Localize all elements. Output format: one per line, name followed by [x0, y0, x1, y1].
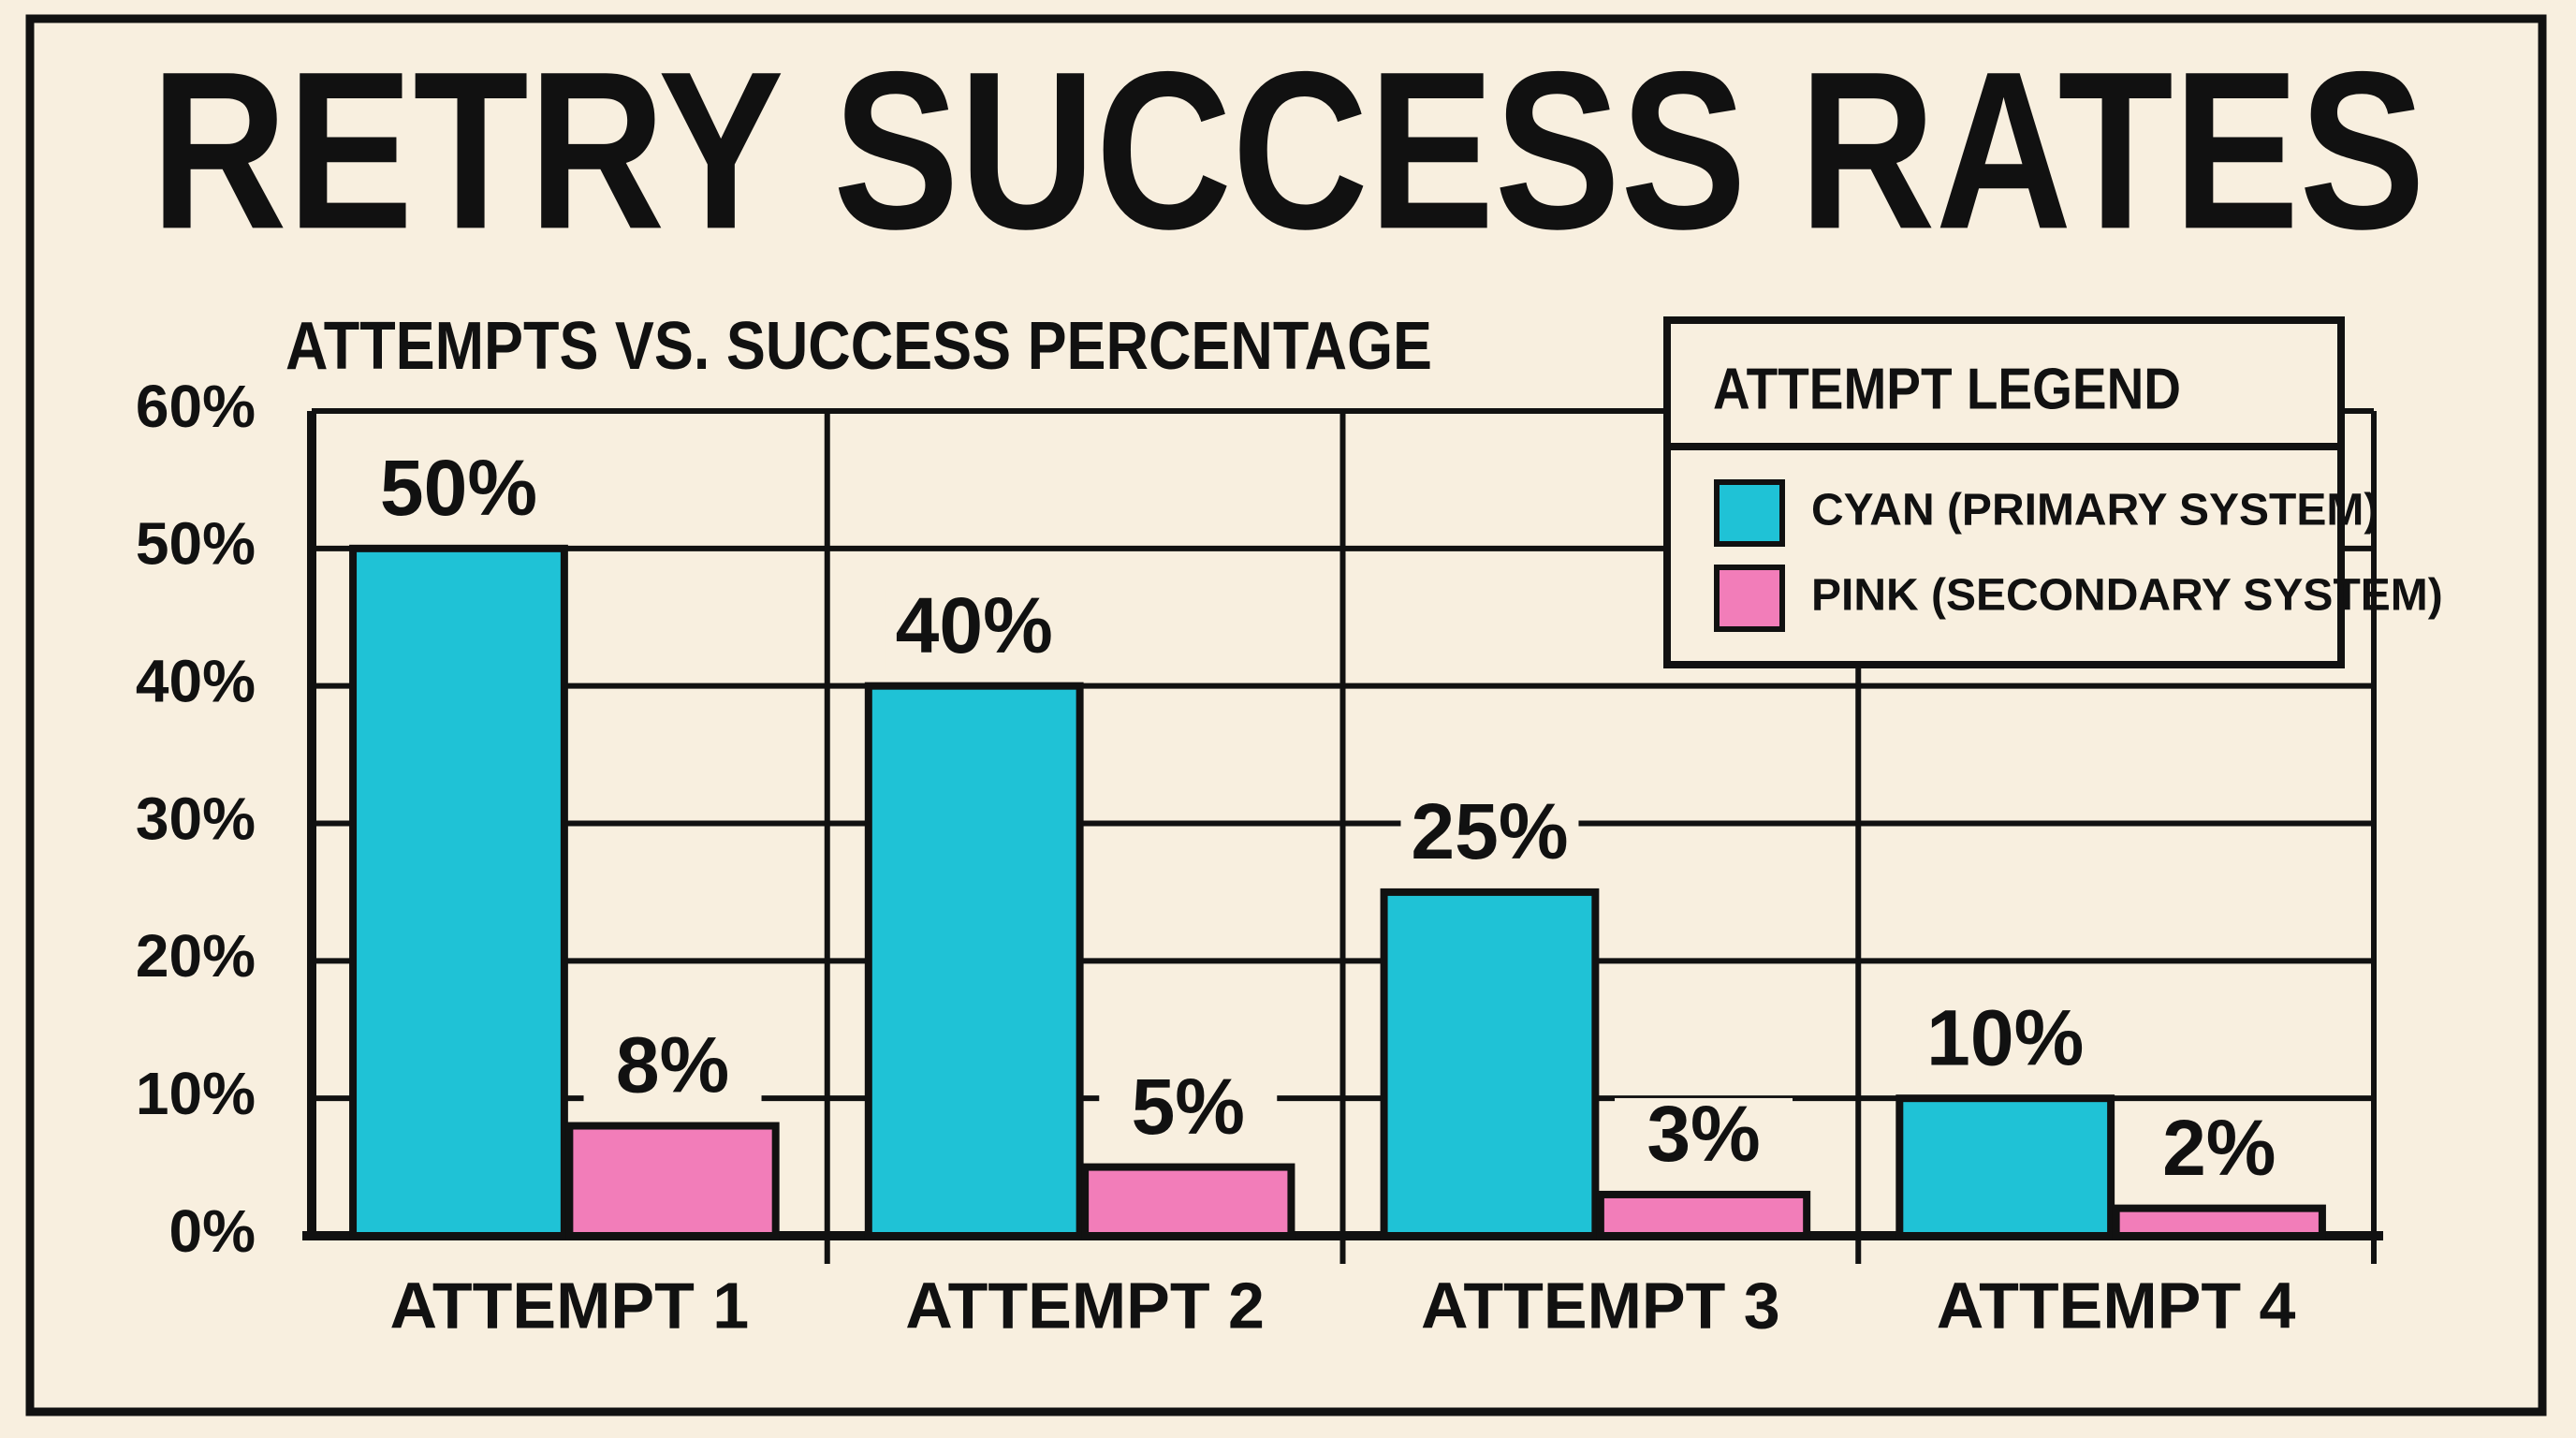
value-label-backdrop: [2130, 1111, 2308, 1196]
value-label: 10%: [1926, 993, 2084, 1081]
legend-label: PINK (SECONDARY SYSTEM): [1811, 571, 2443, 621]
legend-title: ATTEMPT LEGEND: [1713, 357, 2181, 421]
value-label: 3%: [1647, 1090, 1760, 1178]
legend-label: CYAN (PRIMARY SYSTEM): [1811, 486, 2378, 536]
x-tick-label: ATTEMPT 4: [1937, 1269, 2296, 1342]
legend-swatch: [1714, 479, 1785, 547]
bar: [1895, 1094, 2115, 1240]
legend: ATTEMPT LEGEND CYAN (PRIMARY SYSTEM) PINK…: [1663, 316, 2443, 668]
value-label: 40%: [896, 581, 1053, 669]
value-label: 50%: [380, 444, 537, 532]
value-label-backdrop: [583, 1029, 762, 1114]
y-tick-label: 20%: [136, 922, 256, 990]
x-tick-label: ATTEMPT 1: [390, 1269, 750, 1342]
y-tick-label: 10%: [136, 1060, 256, 1127]
frame: [25, 14, 2547, 1416]
legend-swatch: [1714, 565, 1785, 632]
value-label: 5%: [1132, 1063, 1245, 1151]
y-tick-label: 50%: [136, 510, 256, 578]
bar: [864, 682, 1084, 1240]
bar: [2112, 1204, 2326, 1240]
y-tick-label: 40%: [136, 648, 256, 715]
bar: [1081, 1163, 1295, 1240]
x-tick-label: ATTEMPT 2: [905, 1269, 1265, 1342]
bar: [1380, 888, 1600, 1240]
y-tick-label: 60%: [136, 373, 256, 440]
value-label: 25%: [1411, 787, 1568, 875]
x-tick-label: ATTEMPT 3: [1421, 1269, 1780, 1342]
value-label: 2%: [2162, 1104, 2276, 1192]
value-label-backdrop: [885, 589, 1063, 674]
bar: [349, 544, 568, 1240]
value-label: 8%: [616, 1021, 729, 1109]
y-tick-label: 0%: [169, 1197, 256, 1265]
value-label-backdrop: [1916, 1002, 2095, 1087]
value-label-backdrop: [1400, 795, 1579, 880]
bar: [1596, 1190, 1811, 1240]
y-tick-label: 30%: [136, 785, 256, 852]
plot: 0% 10% 20% 30% 40% 50% 60% ATTEMPT 1 50% 8% ATTEMP…: [136, 373, 2383, 1342]
value-label-backdrop: [369, 451, 548, 536]
chart-subtitle: ATTEMPTS VS. SUCCESS PERCENTAGE: [285, 309, 1432, 384]
value-label-backdrop: [1099, 1070, 1278, 1155]
bar: [565, 1122, 780, 1240]
value-label-backdrop: [1615, 1097, 1793, 1182]
chart-title: RETRY SUCCESS RATES: [151, 24, 2425, 275]
